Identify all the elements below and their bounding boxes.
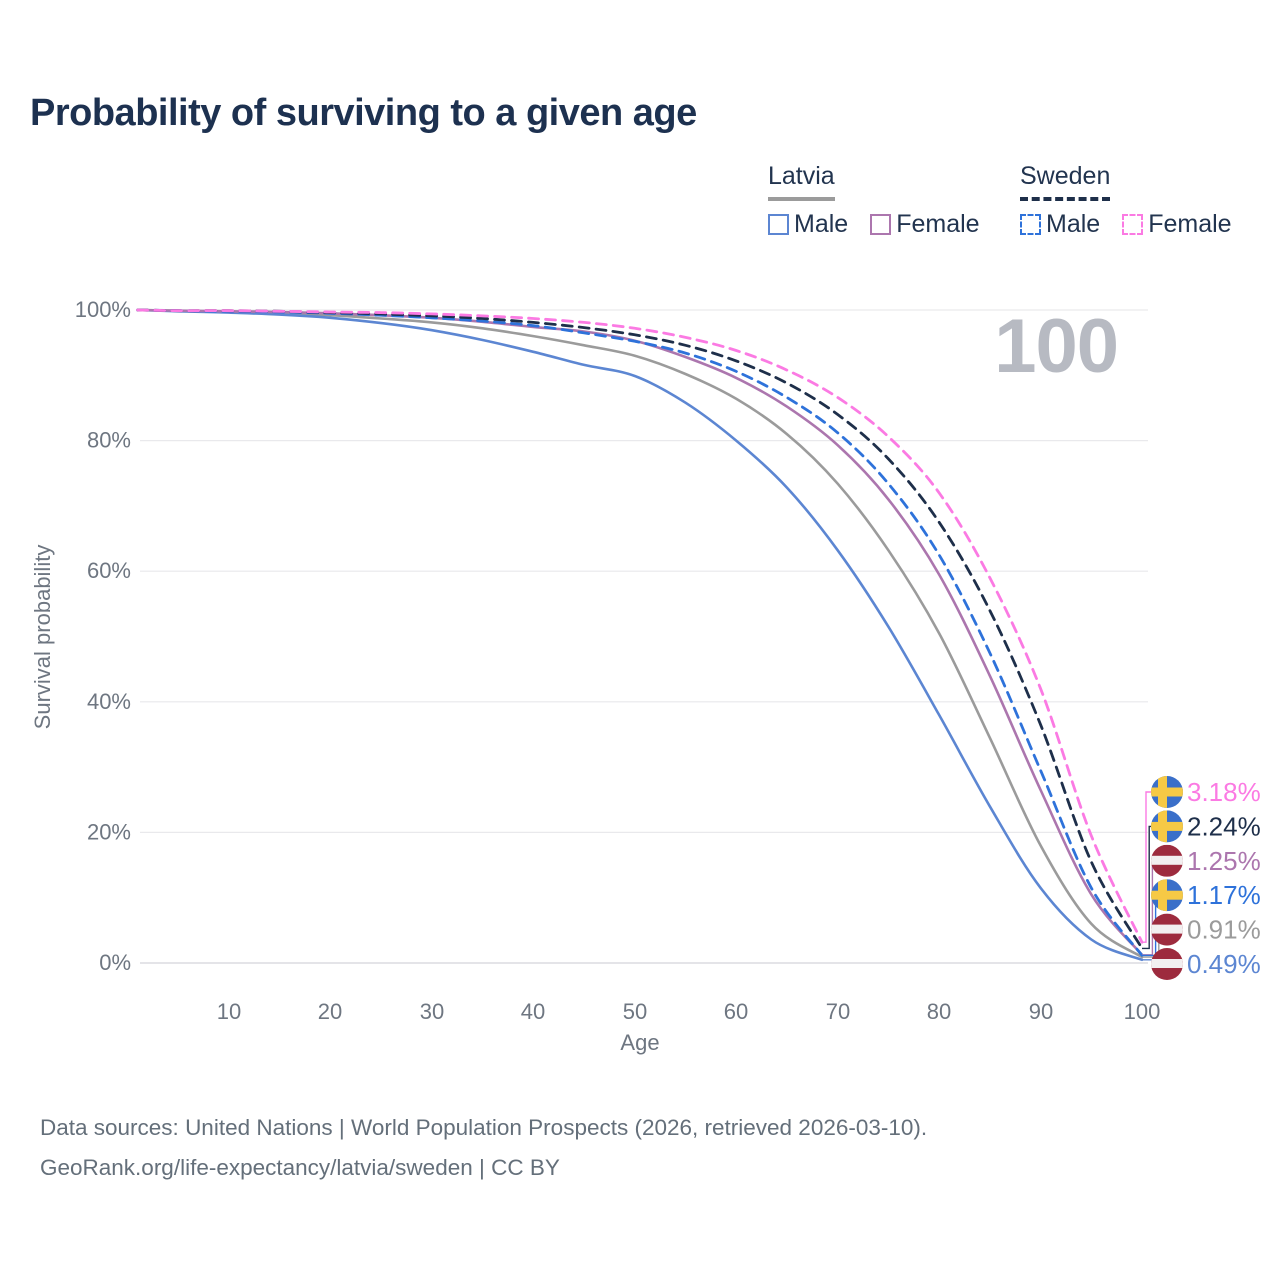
x-tick: 90 [1029, 999, 1053, 1024]
page-title: Probability of surviving to a given age [30, 92, 697, 134]
curve-latvia-female[interactable] [136, 308, 1144, 957]
legend-sweden-header[interactable]: Sweden [1020, 162, 1111, 201]
x-axis-ticks: 10 20 30 40 50 60 70 80 90 100 [217, 999, 1161, 1024]
latvia-flag-icon [1151, 844, 1183, 877]
latvia-flag-icon [1151, 913, 1183, 946]
x-tick: 20 [318, 999, 342, 1024]
legend-sweden-female[interactable]: Female [1122, 210, 1232, 239]
footer-sources: Data sources: United Nations | World Pop… [40, 1115, 928, 1140]
x-tick: 80 [927, 999, 951, 1024]
end-label-latvia-total: 0.91% [1187, 915, 1261, 945]
end-label-latvia-female: 1.25% [1187, 846, 1261, 876]
legend-sweden-male-label: Male [1046, 210, 1101, 238]
x-tick: 10 [217, 999, 241, 1024]
legend-sweden: Sweden Male Female [1020, 162, 1254, 239]
sweden-flag-icon [1151, 810, 1183, 843]
legend-sweden-male[interactable]: Male [1020, 210, 1100, 239]
legend-latvia-male[interactable]: Male [768, 210, 848, 239]
end-label-sweden-male: 1.17% [1187, 880, 1261, 910]
end-label-latvia-male: 0.49% [1187, 949, 1261, 979]
curve-sweden-total[interactable] [136, 308, 1144, 950]
curves-group [136, 308, 1144, 962]
legend-sweden-female-label: Female [1148, 210, 1232, 238]
legend-latvia-female-label: Female [896, 210, 980, 238]
x-tick: 100 [1124, 999, 1161, 1024]
curve-sweden-female[interactable] [136, 308, 1144, 944]
curve-latvia-total[interactable] [136, 308, 1144, 959]
y-tick: 20% [87, 819, 131, 844]
latvia-flag-icon [1151, 948, 1183, 980]
y-tick: 40% [87, 689, 131, 714]
x-tick: 50 [623, 999, 647, 1024]
x-axis-title: Age [620, 1030, 659, 1055]
y-tick: 100% [75, 297, 131, 322]
sweden-male-swatch-icon [1020, 214, 1041, 235]
y-axis-title: Survival probability [30, 545, 55, 730]
legend-latvia-female[interactable]: Female [870, 210, 980, 239]
y-tick: 80% [87, 428, 131, 453]
y-tick: 0% [99, 950, 131, 975]
latvia-male-swatch-icon [768, 214, 789, 235]
curve-latvia-male[interactable] [136, 308, 1144, 962]
sweden-flag-icon [1151, 879, 1183, 912]
x-tick: 70 [826, 999, 850, 1024]
x-tick: 60 [724, 999, 748, 1024]
sweden-female-swatch-icon [1122, 214, 1144, 235]
age-watermark: 100 [994, 304, 1118, 389]
latvia-female-swatch-icon [870, 214, 892, 235]
footer-link: GeoRank.org/life-expectancy/latvia/swede… [40, 1155, 560, 1180]
end-label-sweden-female: 3.18% [1187, 777, 1261, 807]
y-axis-ticks: 100% 80% 60% 40% 20% 0% [75, 297, 131, 975]
legend-latvia-header[interactable]: Latvia [768, 162, 835, 201]
x-tick: 30 [420, 999, 444, 1024]
x-tick: 40 [521, 999, 545, 1024]
connector-sweden-female [1142, 791, 1151, 943]
footer: Data sources: United Nations | World Pop… [40, 1108, 927, 1188]
connector-sweden-total [1142, 825, 1151, 950]
gridlines [140, 309, 1148, 964]
end-label-sweden-total: 2.24% [1187, 811, 1261, 841]
legend-latvia: Latvia Male Female [768, 162, 1002, 239]
legend-latvia-male-label: Male [794, 210, 849, 238]
y-tick: 60% [87, 558, 131, 583]
curve-sweden-male[interactable] [136, 308, 1144, 957]
end-labels-group: 0.91% 0.49% 1.25% 1.17% 2.24% 3.18% [1151, 776, 1261, 980]
sweden-flag-icon [1151, 776, 1183, 808]
connector-latvia-female [1142, 860, 1154, 956]
